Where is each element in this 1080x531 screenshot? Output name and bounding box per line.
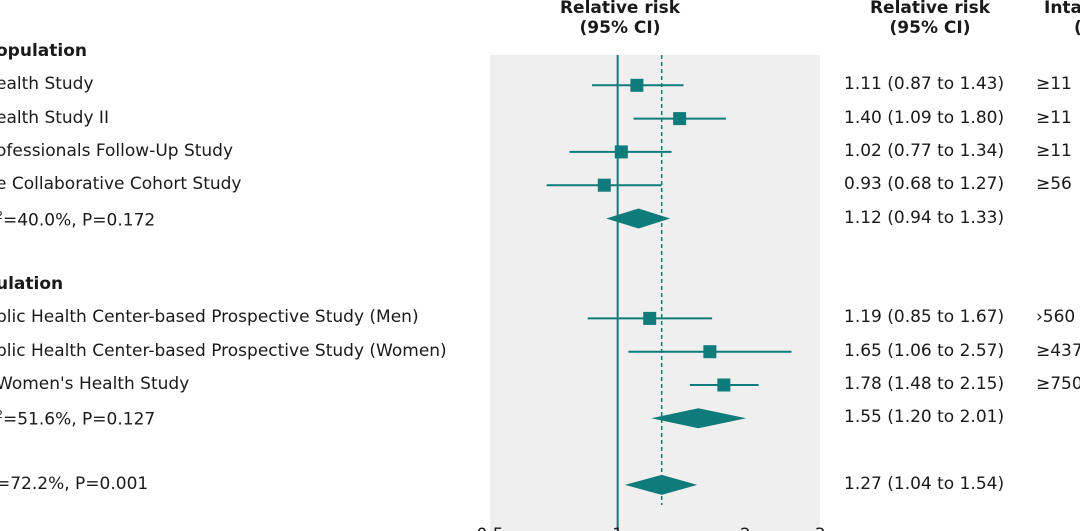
group-label: ulation <box>0 274 64 295</box>
study-label: ofessionals Follow-Up Study <box>0 140 234 161</box>
values-header-line2: (95% CI) <box>889 18 971 38</box>
intake-value: ≥11 <box>1036 107 1072 128</box>
plot-background <box>490 55 820 531</box>
point-estimate-square <box>630 78 644 92</box>
pooled-diamond <box>624 474 698 495</box>
intake-value: ›560 <box>1036 307 1076 328</box>
x-tick-label: 3 <box>815 525 826 531</box>
intake-header: Inta ( <box>1044 0 1080 38</box>
ci-value: 0.93 (0.68 to 1.27) <box>844 174 1005 195</box>
ci-value: 1.40 (1.09 to 1.80) <box>844 107 1005 128</box>
study-label: blic Health Center-based Prospective Stu… <box>0 307 419 328</box>
intake-value: ≥11 <box>1036 74 1072 95</box>
intake-header-line2: ( <box>1044 18 1080 38</box>
ci-value: 1.55 (1.20 to 2.01) <box>844 407 1005 428</box>
point-estimate-square <box>643 311 657 325</box>
intake-value: ≥56 <box>1036 174 1072 195</box>
pooled-label: =72.2%, P=0.001 <box>0 473 149 494</box>
values-header-line1: Relative risk <box>869 0 991 18</box>
study-label: e Collaborative Cohort Study <box>0 174 242 195</box>
plot-header: Relative risk (95% CI) <box>540 0 700 38</box>
point-estimate-square <box>673 112 687 126</box>
point-estimate-square <box>717 378 731 392</box>
plot-header-line2: (95% CI) <box>579 18 661 38</box>
study-label: Women's Health Study <box>0 374 190 394</box>
study-label: ealth Study II <box>0 107 109 128</box>
point-estimate-square <box>703 345 717 359</box>
values-header: Relative risk (95% CI) <box>850 0 1010 38</box>
ci-value: 1.19 (0.85 to 1.67) <box>844 307 1005 328</box>
group-label: opulation <box>0 41 87 61</box>
ci-value: 1.27 (1.04 to 1.54) <box>844 473 1005 494</box>
pooled-label: 2=51.6%, P=0.127 <box>0 409 156 430</box>
ci-value: 1.78 (1.48 to 2.15) <box>844 374 1005 394</box>
point-estimate-square <box>614 145 628 159</box>
ci-value: 1.65 (1.06 to 2.57) <box>844 340 1005 361</box>
intake-value: ≥750 <box>1036 374 1080 394</box>
x-tick-label: 2 <box>740 525 751 531</box>
ci-value: 1.02 (0.77 to 1.34) <box>844 140 1005 161</box>
plot-header-line1: Relative risk <box>559 0 681 18</box>
intake-value: ≥437 <box>1036 340 1080 361</box>
study-label: ealth Study <box>0 74 94 95</box>
intake-value: ≥11 <box>1036 140 1072 161</box>
ci-value: 1.12 (0.94 to 1.33) <box>844 207 1005 228</box>
study-label: blic Health Center-based Prospective Stu… <box>0 340 447 361</box>
pooled-diamond <box>651 408 747 429</box>
intake-header-line1: Inta <box>1044 0 1080 18</box>
pooled-label: 2=40.0%, P=0.172 <box>0 210 156 231</box>
x-tick-label: 1 <box>612 525 623 531</box>
point-estimate-square <box>597 178 611 192</box>
pooled-diamond <box>606 208 671 229</box>
ci-value: 1.11 (0.87 to 1.43) <box>844 74 1005 95</box>
x-tick-label: 0.5 <box>476 525 503 531</box>
